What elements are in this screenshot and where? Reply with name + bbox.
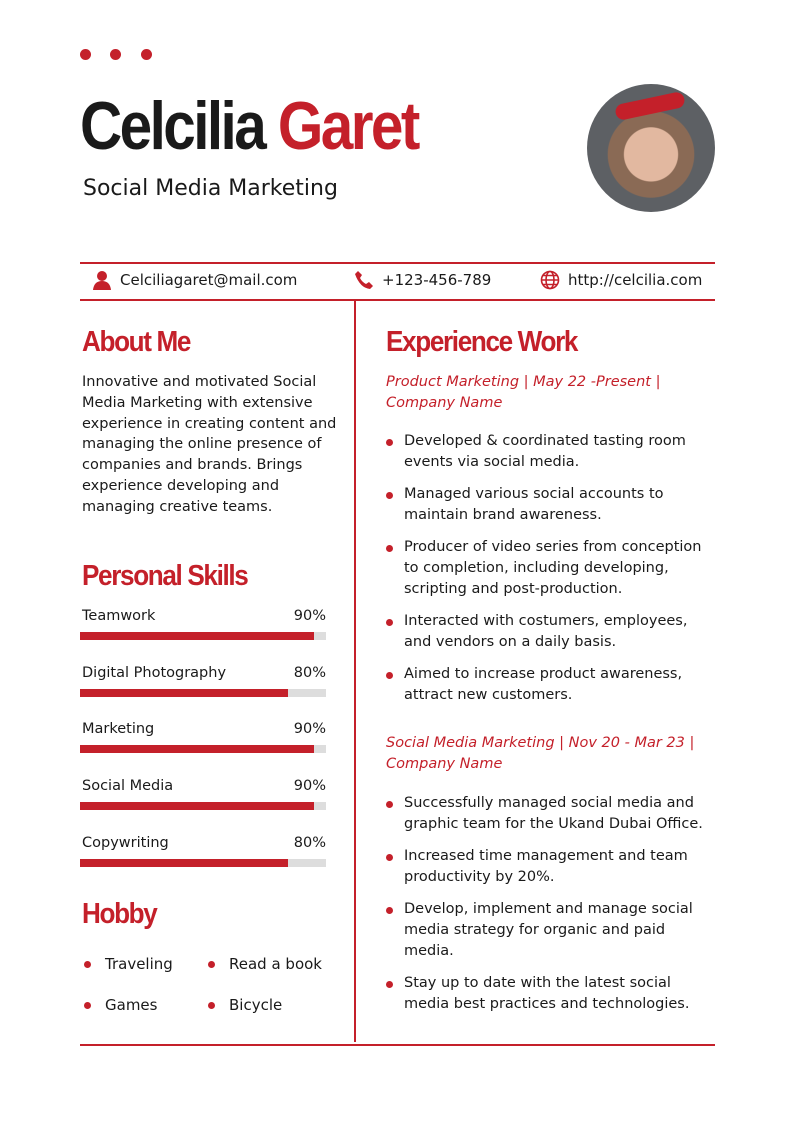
skill-bar-fill [80, 802, 314, 811]
phone-icon [355, 271, 373, 289]
hobby-item: Bicycle [208, 996, 282, 1014]
skill-bar-fill [80, 745, 314, 754]
profile-photo [587, 84, 715, 212]
experience-bullet: Developed & coordinated tasting room eve… [386, 431, 716, 473]
bullet-text: Develop, implement and manage social med… [404, 901, 693, 959]
bullet-text: Aimed to increase product awareness, att… [404, 666, 683, 703]
skill-item: Marketing 90% [80, 721, 326, 754]
bullet-text: Stay up to date with the latest social m… [404, 975, 690, 1012]
experience-bullet: Develop, implement and manage social med… [386, 899, 716, 962]
skill-name: Marketing [82, 721, 155, 738]
bottom-divider [80, 1044, 715, 1046]
experience-bullet: Increased time management and team produ… [386, 846, 716, 888]
skill-bar [80, 632, 326, 640]
hobby-item: Read a book [208, 955, 322, 973]
decor-dot [80, 49, 91, 60]
last-name: Garet [277, 88, 420, 164]
job-title: Social Media Marketing [83, 176, 338, 201]
skill-bar-fill [80, 858, 288, 867]
globe-icon [540, 270, 560, 290]
contact-phone: +123-456-789 [354, 270, 491, 290]
bullet-icon [386, 492, 393, 499]
bullet-icon [386, 801, 393, 808]
skill-percent: 90% [293, 778, 326, 795]
email-text: Celciliagaret@mail.com [120, 271, 298, 289]
contact-website: http://celcilia.com [540, 270, 702, 290]
full-name: Celcilia Garet [80, 92, 420, 160]
bullet-text: Producer of video series from conception… [404, 539, 702, 597]
experience-bullet: Producer of video series from conception… [386, 537, 716, 600]
column-divider [354, 300, 356, 1042]
skill-name: Social Media [82, 778, 174, 795]
bullet-icon [386, 619, 393, 626]
experience-bullet: Aimed to increase product awareness, att… [386, 664, 716, 706]
skill-bar [80, 858, 326, 867]
bullet-text: Increased time management and team produ… [404, 848, 688, 885]
skill-name: Digital Photography [82, 664, 227, 681]
about-text: Innovative and motivated Social Media Ma… [82, 374, 337, 515]
decor-dot [141, 49, 152, 60]
experience-title: Experience Work [386, 326, 578, 358]
hobby-item: Traveling [84, 955, 173, 973]
experience-bullet: Interacted with costumers, employees, an… [386, 611, 716, 653]
decor-dot [110, 49, 121, 60]
skill-name: Copywriting [82, 834, 169, 851]
skills-title: Personal Skills [82, 560, 249, 592]
bullet-text: Successfully managed social media and gr… [404, 795, 703, 832]
skill-item: Copywriting 80% [80, 834, 326, 867]
bullet-text: Developed & coordinated tasting room eve… [404, 433, 686, 470]
bullet-icon [386, 854, 393, 861]
about-title: About Me [82, 326, 191, 358]
skill-item: Teamwork 90% [80, 608, 326, 640]
skill-bar [80, 745, 326, 754]
bullet-text: Interacted with costumers, employees, an… [404, 613, 688, 650]
experience-bullet: Managed various social accounts to maint… [386, 484, 716, 526]
skill-item: Social Media 90% [80, 778, 326, 811]
skill-percent: 90% [293, 608, 326, 624]
skill-bar-fill [80, 688, 288, 697]
hobby-title: Hobby [82, 898, 158, 930]
experience-bullet: Successfully managed social media and gr… [386, 793, 716, 835]
job-heading: Social Media Marketing | Nov 20 - Mar 23… [386, 735, 695, 772]
skill-bar [80, 802, 326, 811]
contact-email: Celciliagaret@mail.com [92, 270, 297, 290]
first-name: Celcilia [80, 88, 267, 164]
bullet-icon [386, 907, 393, 914]
bullet-icon [386, 981, 393, 988]
skill-name: Teamwork [82, 608, 156, 624]
skill-percent: 80% [293, 664, 326, 681]
experience-bullet: Stay up to date with the latest social m… [386, 973, 716, 1015]
skill-bar-fill [80, 632, 314, 640]
website-text: http://celcilia.com [568, 271, 703, 289]
bullet-icon [386, 545, 393, 552]
person-icon [93, 271, 111, 290]
skill-percent: 80% [293, 834, 326, 851]
job-heading: Product Marketing | May 22 -Present | Co… [386, 374, 661, 411]
bullet-icon [386, 672, 393, 679]
hobby-item: Games [84, 996, 157, 1014]
skill-bar [80, 688, 326, 697]
phone-text: +123-456-789 [382, 271, 492, 289]
divider [80, 262, 715, 264]
skill-item: Digital Photography 80% [80, 664, 326, 697]
divider [80, 299, 715, 301]
bullet-text: Managed various social accounts to maint… [404, 486, 664, 523]
skill-percent: 90% [293, 721, 326, 738]
bullet-icon [386, 439, 393, 446]
